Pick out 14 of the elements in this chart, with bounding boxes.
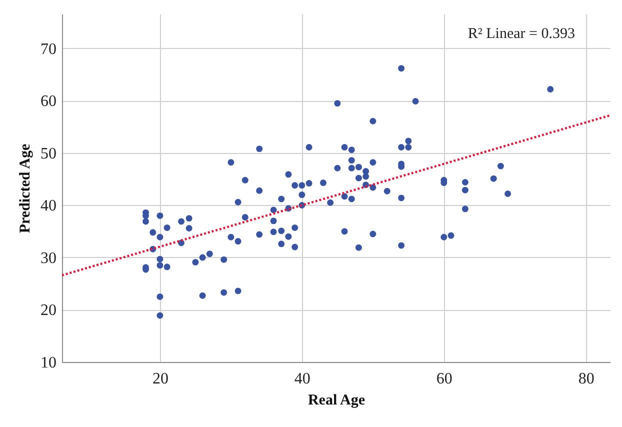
y-tick-label: 10 [40,354,56,372]
annotation: R² Linear = 0.393 [468,26,575,42]
x-tick-label: 40 [294,370,310,388]
x-tick-label: 60 [436,370,452,388]
x-tick-label: 20 [152,370,168,388]
y-tick-label: 70 [40,40,56,58]
y-tick-label: 50 [40,145,56,162]
x-axis-title: Real Age [308,392,366,408]
x-tick-label: 80 [578,370,594,388]
y-tick-label: 40 [40,198,56,215]
y-tick-label: 20 [40,302,56,320]
y-tick-label: 60 [40,93,56,110]
y-axis-title: Predicted Age [18,144,34,234]
y-tick-label: 30 [40,250,56,267]
